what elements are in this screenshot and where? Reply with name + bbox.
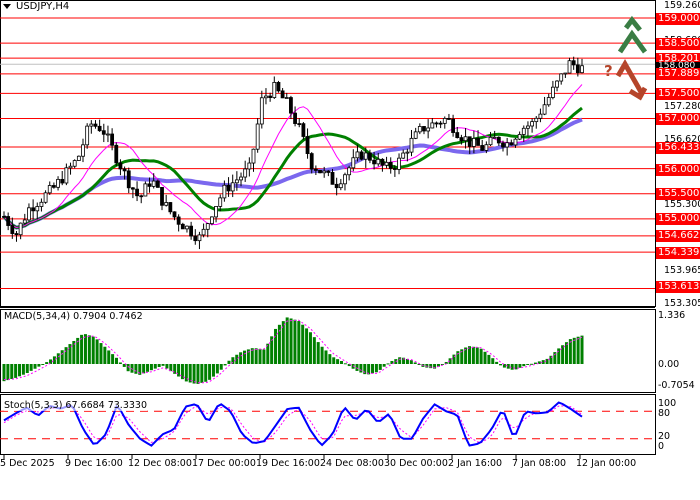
chart-title: USDJPY,H4: [3, 1, 69, 12]
time-label: 19 Dec 16:00: [256, 458, 320, 469]
time-label: 24 Dec 08:00: [320, 458, 384, 469]
macd-panel: [2, 317, 584, 384]
scenario-arrows: ?: [604, 15, 648, 101]
price-candles: [2, 56, 584, 250]
symbol-label: USDJPY,H4: [16, 1, 70, 12]
level-tag: 156.433: [656, 142, 700, 154]
up-scenario-arrow-icon: [617, 15, 648, 54]
support-resistance-lines: [0, 17, 655, 290]
level-tag: 155.500: [656, 188, 700, 200]
stoch-tick: 20: [658, 431, 671, 442]
stoch-tick: 0: [658, 441, 665, 452]
time-label: 12 Jan 00:00: [576, 458, 637, 469]
stoch-tick: 80: [658, 408, 671, 419]
level-tag: 154.662: [656, 230, 700, 242]
moving-averages: [2, 84, 583, 230]
macd-tick: -0.7054: [658, 380, 695, 391]
time-label: 9 Dec 16:00: [65, 458, 123, 469]
panel-frames: [0, 0, 656, 459]
time-label: 12 Dec 08:00: [128, 458, 192, 469]
price-tick: 156.620: [664, 134, 700, 145]
macd-tick: 0.00: [658, 359, 680, 370]
down-scenario-arrow-icon: ?: [604, 59, 648, 101]
level-tag: 157.500: [656, 88, 700, 100]
price-tick: 159.260: [664, 0, 700, 11]
stoch-label: Stoch(5,3,3) 67.6684 73.3330: [4, 400, 148, 411]
level-tag: 159.000: [656, 13, 700, 25]
time-label: 2 Jan 16:00: [448, 458, 503, 469]
price-tick: 155.300: [664, 199, 700, 210]
level-tag: 156.000: [656, 164, 700, 176]
dropdown-triangle-icon[interactable]: [3, 3, 11, 9]
price-tick: 153.965: [664, 265, 700, 276]
time-label: 7 Jan 08:00: [512, 458, 567, 469]
time-label: 30 Dec 00:00: [384, 458, 448, 469]
level-tag: 157.000: [656, 113, 700, 125]
level-tag: 154.339: [656, 247, 700, 259]
stoch-panel: [0, 401, 655, 447]
stoch-tick: 100: [658, 398, 677, 409]
price-tick: 153.305: [664, 298, 700, 309]
question-mark: ?: [604, 62, 613, 80]
level-tag: 153.613: [656, 281, 700, 293]
time-label: 5 Dec 2025: [0, 458, 55, 469]
level-tag: 155.000: [656, 213, 700, 225]
time-label: 17 Dec 00:00: [192, 458, 256, 469]
macd-tick: 1.336: [658, 310, 686, 321]
price-tick: 157.280: [664, 101, 700, 112]
level-tag: 158.500: [656, 38, 700, 50]
macd-label: MACD(5,34,4) 0.7904 0.7462: [4, 311, 143, 322]
current-price-tag: 158.080: [656, 62, 700, 71]
level-tag: 157.889: [656, 68, 700, 80]
